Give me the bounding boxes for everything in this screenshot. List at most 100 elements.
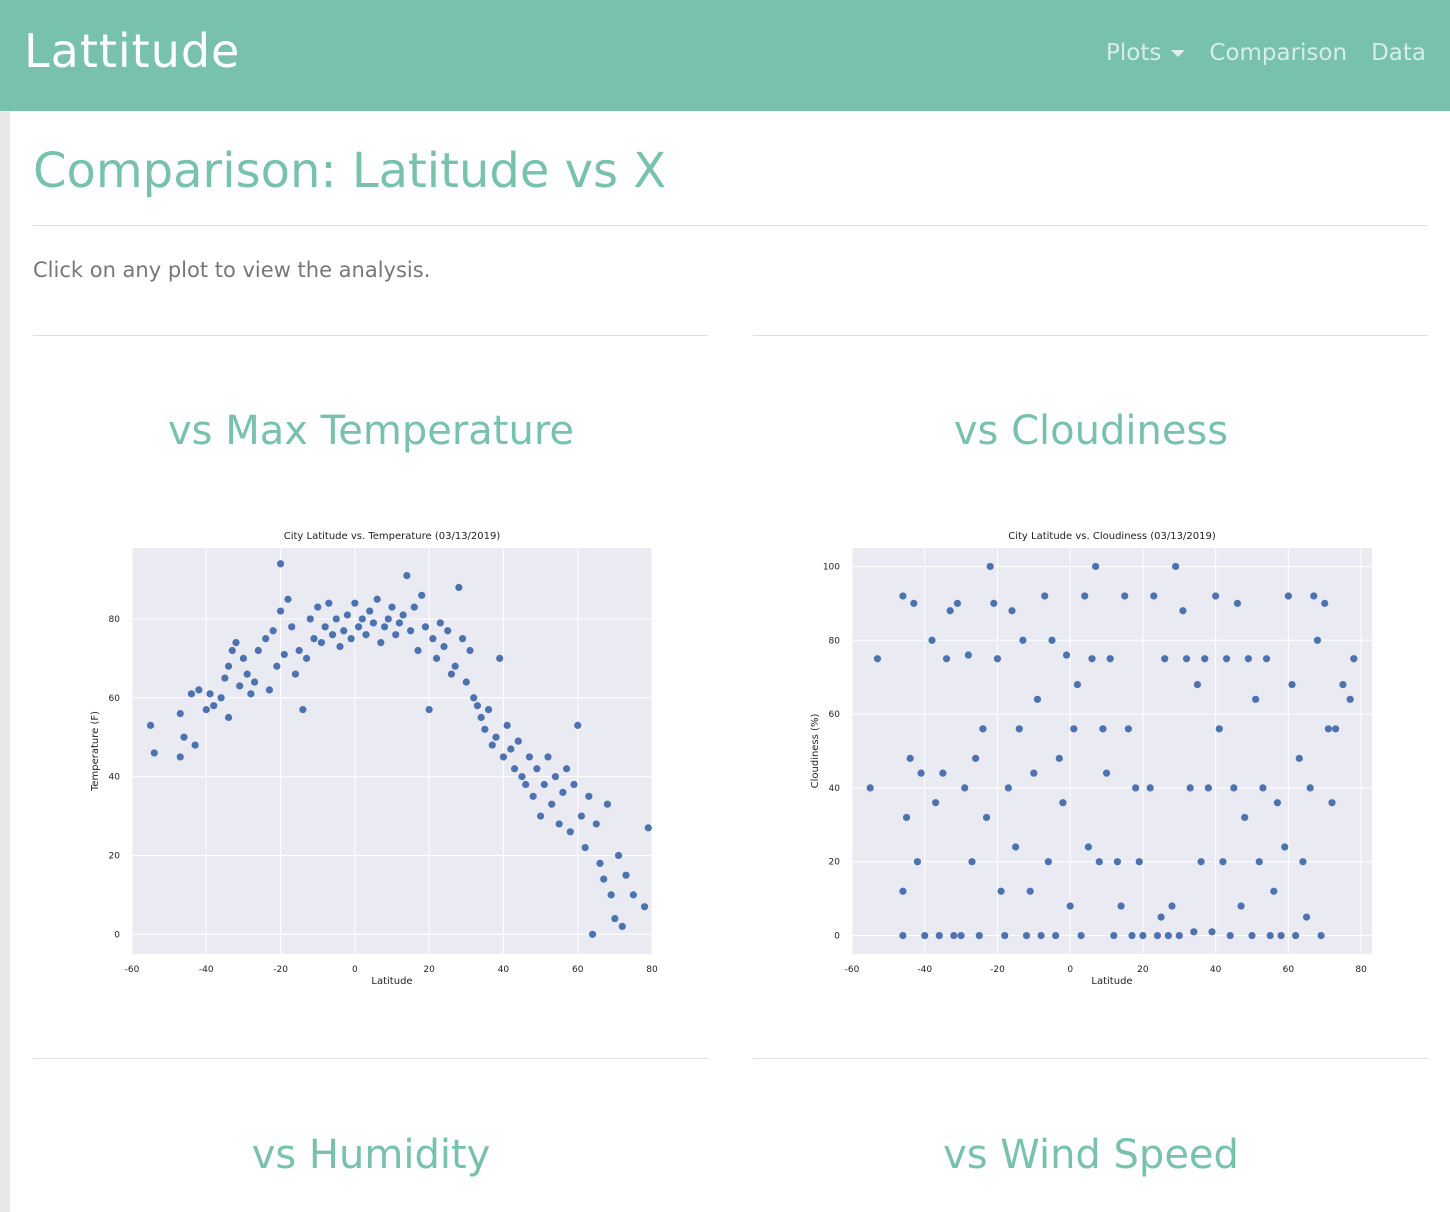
data-point <box>1310 592 1318 600</box>
data-point <box>899 887 907 895</box>
data-point <box>1128 931 1136 940</box>
data-point <box>588 930 597 938</box>
data-point <box>1288 680 1296 689</box>
data-point <box>935 931 943 940</box>
data-point <box>1190 928 1198 936</box>
nav-plots-label: Plots <box>1106 40 1162 66</box>
data-point <box>993 655 1002 663</box>
data-point <box>221 674 229 682</box>
data-point <box>291 670 300 678</box>
data-point <box>1153 931 1162 940</box>
section-divider <box>753 335 1428 336</box>
y-tick-label: 40 <box>109 773 121 783</box>
data-point <box>1252 695 1260 703</box>
plot-max-temperature[interactable]: -60 -40 -20 0 20 40 60 80 0 20 40 60 80 City Latitude… <box>70 520 670 1000</box>
data-point <box>1099 725 1107 733</box>
nav-comparison-link[interactable]: Comparison <box>1209 40 1348 66</box>
data-point <box>455 583 463 592</box>
data-point <box>392 631 400 639</box>
nav-plots-dropdown[interactable]: Plots <box>1106 40 1186 66</box>
data-point <box>1219 858 1227 866</box>
data-point <box>574 721 582 729</box>
data-point <box>187 690 196 698</box>
data-point <box>1313 636 1322 644</box>
data-point <box>1073 680 1082 689</box>
chevron-down-icon <box>1171 49 1186 57</box>
data-point <box>1248 931 1256 940</box>
data-point <box>1266 931 1274 940</box>
data-point <box>206 690 214 698</box>
data-point <box>236 682 244 690</box>
data-point <box>1321 599 1329 607</box>
data-point <box>1030 769 1038 777</box>
data-point <box>1168 902 1176 910</box>
data-point <box>254 646 262 655</box>
data-point <box>1001 931 1009 940</box>
data-point <box>1048 636 1056 644</box>
data-point <box>410 603 418 611</box>
data-point <box>1026 887 1034 895</box>
data-point <box>1299 858 1307 866</box>
data-point <box>1008 607 1016 615</box>
data-point <box>577 812 586 820</box>
nav-data-link[interactable]: Data <box>1371 40 1426 66</box>
data-point <box>418 591 426 599</box>
data-point <box>603 800 612 808</box>
data-point <box>1292 931 1300 940</box>
title-divider <box>33 225 1428 226</box>
data-point <box>384 615 392 623</box>
data-point <box>310 635 318 643</box>
data-point <box>1052 931 1060 940</box>
data-point <box>1317 931 1325 940</box>
data-point <box>917 769 925 777</box>
x-tick-label: 0 <box>1067 965 1073 975</box>
data-point <box>551 773 560 781</box>
data-point <box>314 603 322 611</box>
data-point <box>570 780 578 789</box>
data-point <box>1157 913 1165 921</box>
section-title-humidity: vs Humidity <box>251 1132 491 1178</box>
data-point <box>224 662 233 670</box>
data-point <box>269 627 277 635</box>
data-point <box>964 651 972 659</box>
data-point <box>1182 655 1191 663</box>
x-tick-label: 0 <box>352 965 358 975</box>
data-point <box>1306 784 1314 792</box>
x-tick-label: 80 <box>646 965 658 975</box>
section-title-max-temperature: vs Max Temperature <box>167 408 574 454</box>
data-point <box>276 607 285 615</box>
data-point <box>332 615 340 623</box>
data-point <box>328 631 337 639</box>
page-title: Comparison: Latitude vs X <box>33 143 667 199</box>
data-point <box>369 619 378 627</box>
chart-title: City Latitude vs. Temperature (03/13/201… <box>284 531 501 542</box>
y-tick-label: 20 <box>829 858 841 868</box>
data-point <box>321 623 329 631</box>
section-title-cloudiness: vs Cloudiness <box>953 408 1229 454</box>
data-point <box>1339 680 1347 689</box>
data-point <box>1197 858 1205 866</box>
data-point <box>1041 592 1049 600</box>
data-point <box>217 694 225 702</box>
section-divider <box>33 335 708 336</box>
section-divider <box>33 1058 708 1059</box>
plot-area <box>132 548 652 954</box>
plot-area <box>852 548 1372 954</box>
data-point <box>414 646 422 655</box>
data-point <box>975 931 983 940</box>
data-point <box>873 655 882 663</box>
data-point <box>540 780 548 789</box>
data-point <box>529 792 537 800</box>
data-point <box>388 603 396 611</box>
data-point <box>997 887 1005 895</box>
brand-link[interactable]: Lattitude <box>24 24 241 78</box>
data-point <box>317 639 326 647</box>
data-point <box>1110 931 1118 940</box>
data-point <box>1226 931 1234 940</box>
plot-cloudiness[interactable]: -60 -40 -20 0 20 40 60 80 0 20 40 60 80 100 City Latit… <box>790 520 1390 1000</box>
data-point <box>1262 655 1271 663</box>
data-point <box>440 642 448 651</box>
data-point <box>555 820 563 828</box>
data-point <box>462 678 470 686</box>
data-point <box>629 891 638 899</box>
